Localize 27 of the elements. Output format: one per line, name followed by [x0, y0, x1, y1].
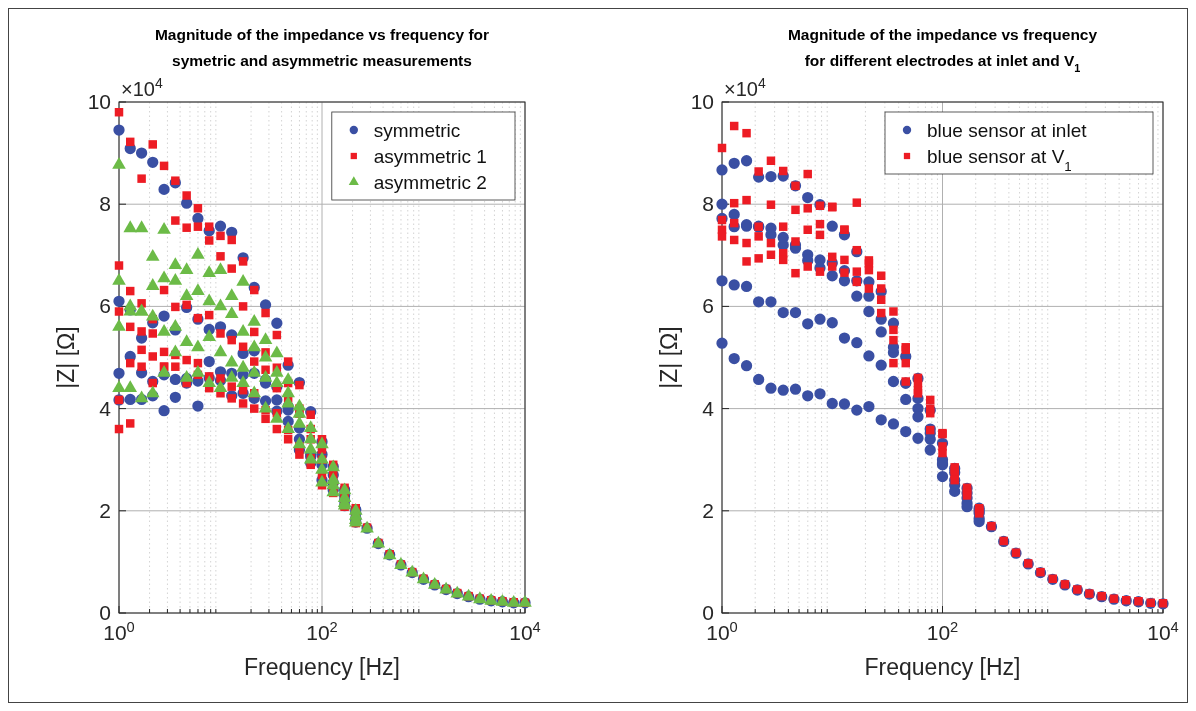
- y-tick-label: 8: [99, 192, 111, 216]
- x-tick-label: 10$^{4}$: [509, 619, 541, 644]
- y-tick-label: 4: [702, 396, 715, 420]
- y-tick-label: 8: [702, 192, 714, 216]
- legend-label: asymmetric 1: [373, 146, 487, 167]
- x-axis-title: Frequency [Hz]: [244, 654, 400, 680]
- chart-title: Magnitude of the impedance vs frequency for symetric and asymmetric measurements: [154, 26, 490, 69]
- chart-title: Magnitude of the impedance vs frequency for different electrodes at inlet and V$_{1}$: [787, 26, 1098, 74]
- y-tick-label: 6: [99, 294, 111, 318]
- legend-label: blue sensor at V$_{1}$: [927, 146, 1072, 174]
- y-tick-label: 4: [99, 396, 112, 420]
- y-tick-label: 2: [702, 498, 714, 522]
- y-axis-title: |Z| [Ω]: [53, 326, 79, 389]
- y-tick-label: 10: [87, 90, 111, 113]
- x-tick-label: 10$^{2}$: [306, 619, 338, 644]
- x-axis-title: Frequency [Hz]: [864, 654, 1021, 680]
- y-tick-label: 10: [690, 90, 714, 113]
- legend-label: asymmetric 2: [373, 172, 487, 193]
- text: ×10$^{4}$: [724, 75, 766, 100]
- x-tick-label: 10$^{2}$: [926, 619, 959, 644]
- y-tick-label: 6: [702, 294, 714, 318]
- y-tick-label: 2: [99, 498, 111, 522]
- x-tick-label: 10$^{4}$: [1147, 619, 1179, 644]
- text: ×10$^{4}$: [121, 75, 163, 100]
- legend-label: blue sensor at inlet: [927, 120, 1088, 141]
- legend-label: symmetric: [373, 120, 461, 141]
- y-axis-title: |Z| [Ω]: [656, 326, 682, 389]
